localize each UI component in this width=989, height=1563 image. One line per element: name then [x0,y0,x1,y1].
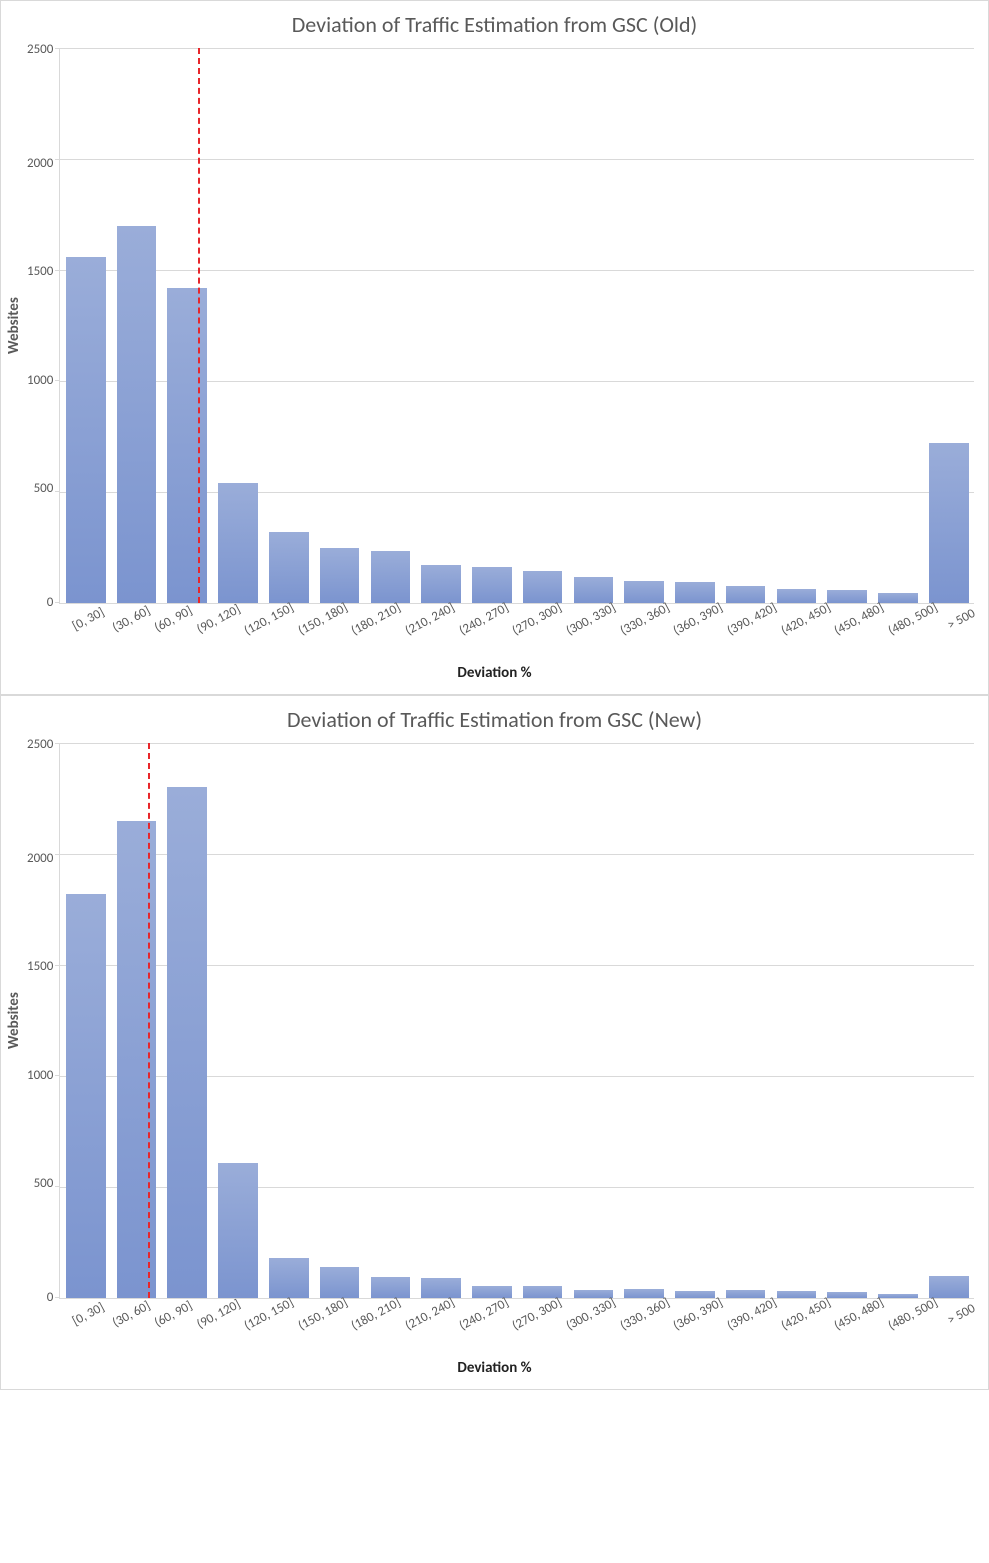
x-ticks-row: [0, 30](30, 60](60, 90](90, 120](120, 15… [1,604,988,660]
reference-line [198,48,200,603]
x-tick-label: > 500 [934,1289,989,1358]
y-tick-label: 2000 [27,157,53,170]
bar-slot [263,48,314,603]
x-axis-label: Deviation % [1,660,988,694]
bar-slot [771,48,822,603]
y-tick-label: 1500 [27,960,53,973]
bar-slot [873,48,924,603]
y-tick-label: 500 [34,482,54,495]
y-tick-label: 1500 [27,265,53,278]
bar-slot [822,48,873,603]
y-tick-label: 2000 [27,852,53,865]
bar-slot [923,48,974,603]
plot-area [59,743,974,1299]
y-tick-label: 0 [47,1291,54,1304]
bar-slot [466,743,517,1298]
bar-slot [771,743,822,1298]
bar [269,532,309,603]
y-tick-label: 2500 [27,738,53,751]
bar-slot [263,743,314,1298]
bar-slot [365,48,416,603]
x-axis-ticks: [0, 30](30, 60](60, 90](90, 120](120, 15… [59,604,974,660]
bar-slot [365,743,416,1298]
bar-slot [314,743,365,1298]
y-tick-label: 1000 [27,374,53,387]
bar [929,443,969,603]
bar-slot [670,743,721,1298]
bar-slot [162,743,213,1298]
bar-slot [111,743,162,1298]
bar-slot [720,743,771,1298]
bar-slot [619,743,670,1298]
bar-slot [568,48,619,603]
bar-slot [416,743,467,1298]
bar [66,894,106,1298]
y-tick-label: 0 [47,596,54,609]
bar-slot [213,743,264,1298]
bar-slot [670,48,721,603]
bar [218,483,258,603]
bar-slot [822,743,873,1298]
bar-slot [314,48,365,603]
chart-old: Deviation of Traffic Estimation from GSC… [0,0,989,695]
bar-slot [923,743,974,1298]
bar-slot [111,48,162,603]
chart-title: Deviation of Traffic Estimation from GSC… [1,11,988,38]
x-ticks-row: [0, 30](30, 60](60, 90](90, 120](120, 15… [1,1299,988,1355]
y-axis-label: Websites [1,48,27,604]
bar-slot [517,743,568,1298]
plot-wrap: Websites25002000150010005000 [1,743,988,1299]
bar [117,821,157,1298]
bar [167,288,207,603]
bar [218,1163,258,1298]
plot-wrap: Websites25002000150010005000 [1,48,988,604]
y-tick-label: 1000 [27,1069,53,1082]
bar-slot [720,48,771,603]
bar-slot [416,48,467,603]
page-root: Deviation of Traffic Estimation from GSC… [0,0,989,1390]
bar-slot [213,48,264,603]
y-tick-label: 2500 [27,43,53,56]
chart-title: Deviation of Traffic Estimation from GSC… [1,706,988,733]
bar [66,257,106,603]
x-ticks-spacer [1,1299,59,1355]
bar-slot [60,48,111,603]
y-tick-label: 500 [34,1177,54,1190]
bar-slot [619,48,670,603]
bar-slot [568,743,619,1298]
x-tick-label: > 500 [934,594,989,663]
reference-line [148,743,150,1298]
bar-slot [517,48,568,603]
bar [117,226,157,603]
plot-area [59,48,974,604]
y-axis-label: Websites [1,743,27,1299]
bar [167,787,207,1298]
x-axis-label: Deviation % [1,1355,988,1389]
x-ticks-spacer [1,604,59,660]
bar-slot [873,743,924,1298]
x-axis-ticks: [0, 30](30, 60](60, 90](90, 120](120, 15… [59,1299,974,1355]
bar-slot [162,48,213,603]
bar-slot [466,48,517,603]
chart-new: Deviation of Traffic Estimation from GSC… [0,695,989,1390]
bar-slot [60,743,111,1298]
